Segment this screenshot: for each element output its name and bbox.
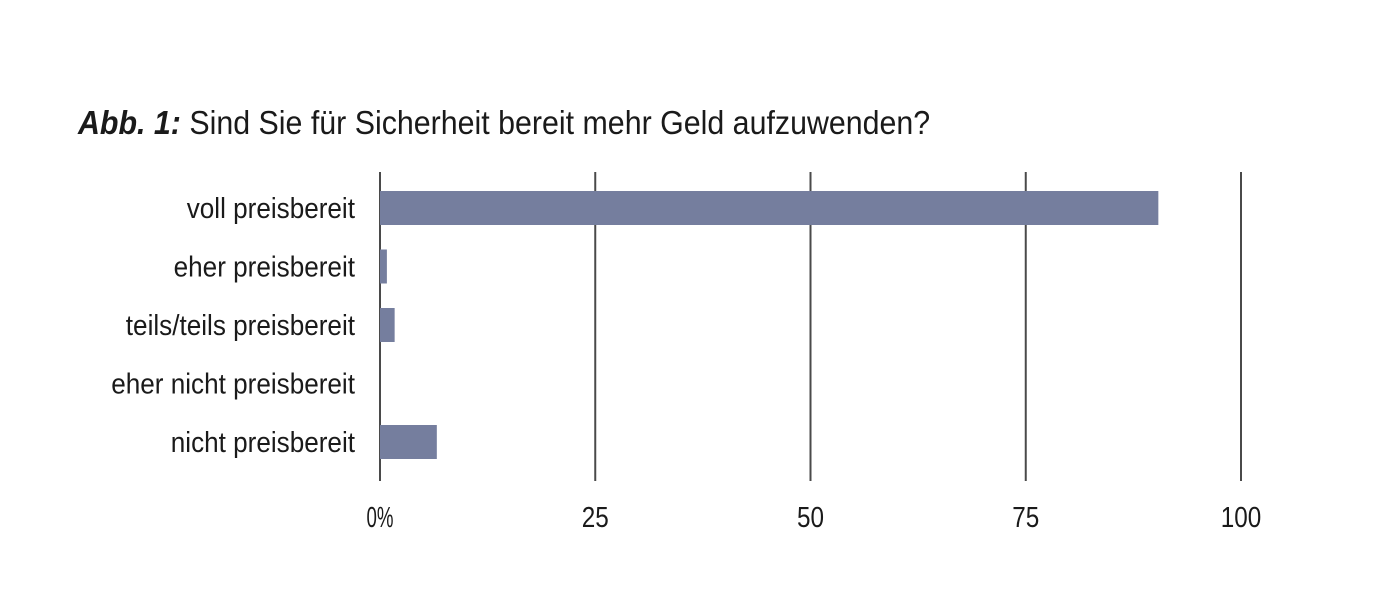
x-axis-tick-labels: 0% 25 50 75 100 bbox=[367, 502, 1262, 534]
bar bbox=[380, 425, 437, 459]
chart-title-text: Sind Sie für Sicherheit bereit mehr Geld… bbox=[189, 104, 931, 141]
category-label: nicht preisbereit bbox=[171, 427, 355, 459]
bars bbox=[380, 191, 1159, 459]
x-tick-label: 50 bbox=[797, 502, 824, 534]
bar bbox=[380, 249, 387, 284]
bar bbox=[380, 191, 1159, 225]
category-label: eher nicht preisbereit bbox=[111, 369, 355, 401]
bar bbox=[380, 308, 395, 342]
category-label: eher preisbereit bbox=[174, 252, 355, 284]
x-tick-label: 100 bbox=[1221, 502, 1262, 534]
chart-title-prefix: Abb. 1: bbox=[78, 104, 181, 141]
x-tick-label: 0% bbox=[367, 502, 394, 534]
category-labels: voll preisbereit eher preisbereit teils/te… bbox=[111, 193, 355, 459]
x-tick-label: 25 bbox=[582, 502, 609, 534]
x-tick-label: 75 bbox=[1012, 502, 1039, 534]
category-label: voll preisbereit bbox=[187, 193, 355, 225]
chart-title: Abb. 1: Sind Sie für Sicherheit bereit m… bbox=[78, 104, 930, 142]
category-label: teils/teils preisbereit bbox=[126, 310, 355, 342]
